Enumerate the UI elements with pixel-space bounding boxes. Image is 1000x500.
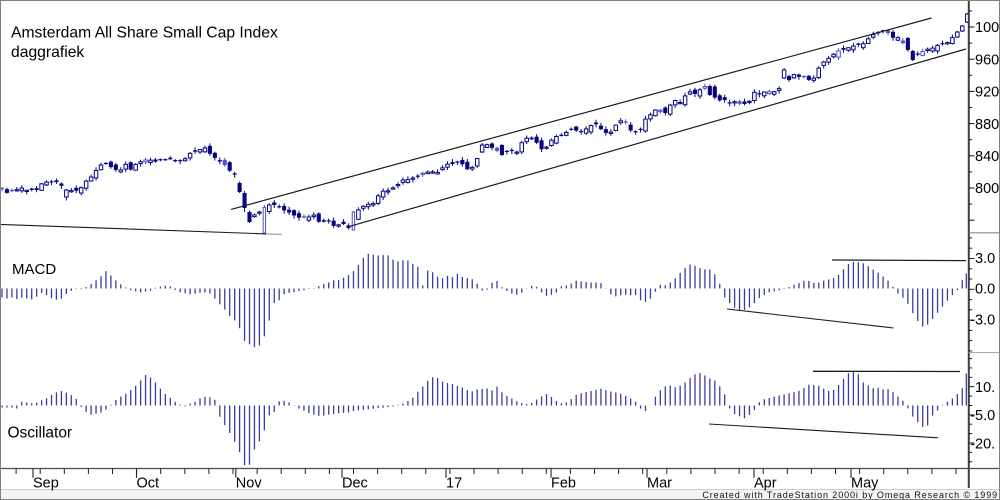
svg-text:800: 800 <box>975 181 999 197</box>
svg-text:Created with TradeStation 2000: Created with TradeStation 2000i by Omega… <box>702 490 998 500</box>
svg-text:Dec: Dec <box>342 476 368 492</box>
svg-text:Nov: Nov <box>236 476 263 492</box>
svg-text:Amsterdam All Share Small Cap: Amsterdam All Share Small Cap Index <box>11 25 278 42</box>
svg-text:-5.0: -5.0 <box>970 408 995 424</box>
svg-text:Feb: Feb <box>551 476 576 492</box>
svg-text:Oct: Oct <box>137 476 160 492</box>
svg-text:Sep: Sep <box>33 476 59 492</box>
svg-text:840: 840 <box>975 149 999 165</box>
svg-text:-20.: -20. <box>970 436 995 452</box>
svg-text:1000: 1000 <box>975 20 1000 36</box>
svg-text:-3.0: -3.0 <box>970 313 995 329</box>
svg-text:daggrafiek: daggrafiek <box>11 44 84 61</box>
svg-text:Apr: Apr <box>754 476 777 492</box>
svg-text:960: 960 <box>975 52 999 68</box>
svg-text:920: 920 <box>975 85 999 101</box>
svg-text:10.: 10. <box>975 380 995 396</box>
svg-text:Mar: Mar <box>647 476 672 492</box>
svg-text:May: May <box>851 476 879 492</box>
svg-text:880: 880 <box>975 117 999 133</box>
svg-text:3.0: 3.0 <box>975 251 995 267</box>
svg-text:Oscillator: Oscillator <box>8 425 73 442</box>
svg-text:0.0: 0.0 <box>975 282 995 298</box>
svg-text:17: 17 <box>446 476 462 492</box>
svg-text:MACD: MACD <box>12 261 56 278</box>
